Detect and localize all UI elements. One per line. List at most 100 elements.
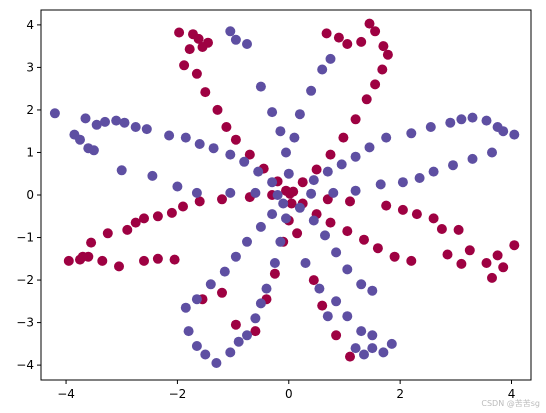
scatter-point [317, 64, 328, 75]
scatter-point [250, 187, 261, 198]
scatter-point [411, 209, 422, 220]
scatter-point [269, 268, 280, 279]
scatter-point [169, 254, 180, 265]
scatter-point [386, 338, 397, 349]
scatter-point [425, 122, 436, 132]
scatter-point [378, 41, 389, 52]
scatter-point [200, 87, 211, 98]
scatter-point [406, 255, 417, 266]
scatter-point [255, 298, 266, 309]
scatter-point [342, 264, 353, 275]
scatter-point [492, 122, 503, 132]
scatter-point [250, 313, 261, 324]
scatter-point [456, 114, 467, 125]
scatter-point [286, 198, 297, 209]
scatter-point [509, 129, 520, 140]
scatter-point [130, 217, 141, 228]
scatter-point [242, 330, 252, 341]
scatter-point [272, 190, 283, 200]
scatter-point [428, 166, 439, 177]
scatter-point [331, 247, 342, 258]
scatter-point [359, 234, 369, 245]
watermark: CSDN @苦苦sg [481, 399, 540, 408]
scatter-point [49, 108, 60, 119]
scatter-point [333, 32, 344, 43]
scatter-point [267, 177, 278, 188]
scatter-point [267, 107, 278, 118]
scatter-point [267, 209, 278, 220]
y-tick-label: 4 [26, 18, 34, 32]
scatter-point [492, 250, 503, 261]
scatter-point [372, 243, 383, 254]
scatter-point [253, 166, 264, 177]
scatter-point [367, 330, 378, 341]
scatter-point [278, 198, 289, 209]
scatter-point [242, 236, 252, 247]
x-tick-label: 4 [508, 387, 516, 401]
y-tick-label: 1 [26, 145, 34, 159]
scatter-point [317, 300, 328, 311]
scatter-points [49, 18, 520, 368]
scatter-point [269, 258, 280, 268]
y-tick-label: 3 [26, 60, 34, 74]
scatter-point [221, 122, 232, 132]
scatter-point [86, 237, 97, 248]
scatter-point [205, 279, 216, 290]
scatter-point [275, 126, 286, 137]
scatter-point [63, 255, 74, 266]
scatter-point [111, 115, 122, 126]
scatter-point [244, 149, 255, 160]
scatter-point [225, 187, 236, 198]
scatter-point [255, 221, 266, 232]
scatter-point [308, 175, 319, 186]
scatter-point [102, 228, 113, 239]
scatter-point [464, 245, 475, 256]
scatter-point [378, 347, 389, 358]
scatter-point [281, 213, 291, 224]
scatter-point [342, 39, 353, 49]
scatter-point [194, 196, 205, 207]
scatter-point [370, 26, 381, 37]
scatter-point [381, 132, 392, 143]
scatter-point [456, 258, 467, 269]
scatter-point [356, 279, 367, 290]
scatter-point [191, 294, 202, 305]
scatter-point [364, 18, 375, 29]
scatter-point [308, 215, 319, 226]
scatter-point [389, 251, 400, 262]
scatter-point [114, 261, 124, 272]
scatter-point [217, 287, 227, 298]
scatter-point [239, 156, 250, 167]
scatter-point [467, 153, 478, 164]
scatter-point [250, 326, 261, 337]
scatter-point [230, 34, 241, 45]
scatter-point [242, 39, 252, 49]
scatter-point [130, 122, 141, 132]
scatter-point [122, 224, 133, 235]
y-tick-label: −4 [16, 358, 34, 372]
scatter-point [306, 85, 317, 96]
scatter-point [288, 186, 299, 197]
scatter-point [453, 224, 464, 235]
scatter-point [211, 358, 222, 368]
scatter-point [350, 343, 361, 354]
x-axis-ticks: −4 −2 0 2 4 [57, 380, 515, 401]
scatter-point [320, 230, 330, 241]
scatter-point [350, 114, 361, 125]
scatter-point [300, 258, 311, 268]
scatter-point [297, 177, 308, 188]
scatter-point [350, 185, 361, 196]
scatter-point [152, 211, 163, 222]
scatter-point [230, 134, 241, 145]
scatter-point [261, 283, 272, 294]
scatter-point [294, 202, 305, 213]
scatter-point [345, 196, 355, 207]
x-tick-label: −2 [169, 387, 187, 401]
scatter-point [498, 262, 509, 273]
scatter-point [375, 179, 386, 190]
scatter-point [225, 149, 236, 160]
scatter-point [193, 33, 204, 44]
scatter-point [180, 132, 191, 143]
scatter-point [359, 349, 369, 360]
x-tick-label: 2 [396, 387, 404, 401]
